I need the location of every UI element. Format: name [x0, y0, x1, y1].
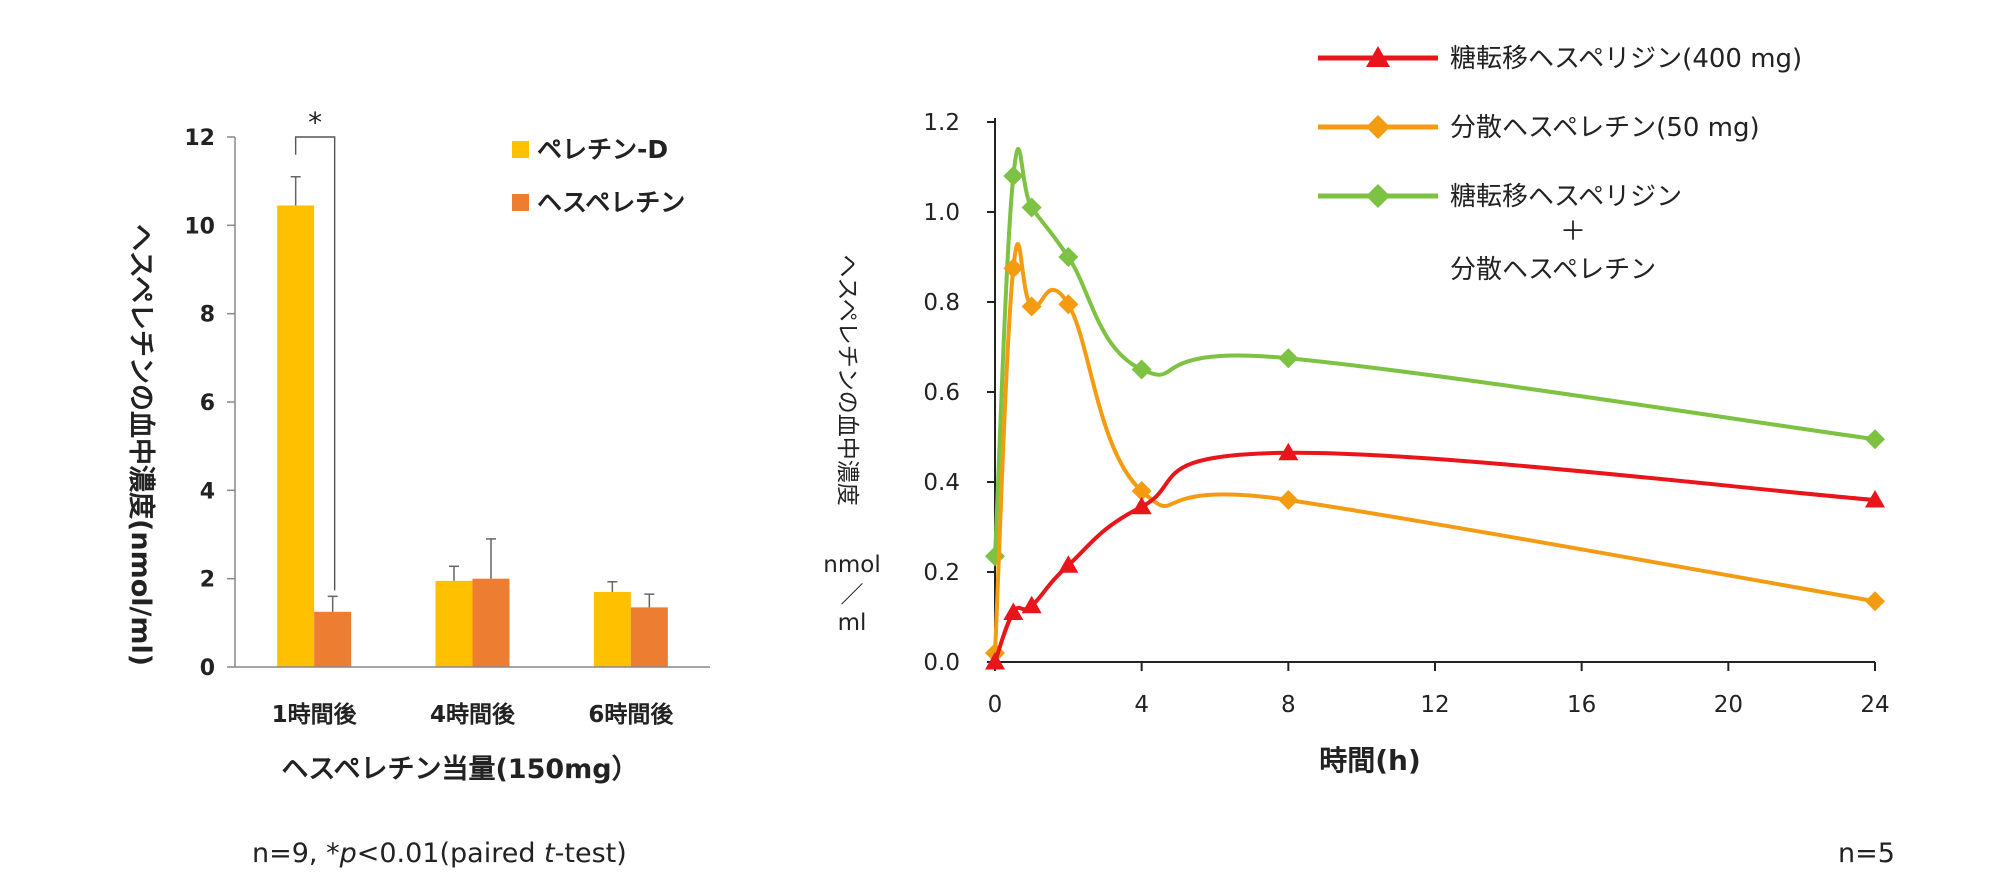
- footnote-p: p: [339, 838, 357, 869]
- line-y-tick-label: 0.2: [923, 560, 960, 586]
- diamond-marker: [1003, 258, 1024, 279]
- diamond-marker: [1021, 197, 1042, 218]
- line-y-tick-label: 1.2: [923, 110, 960, 136]
- triangle-marker: [1865, 490, 1885, 508]
- triangle-marker: [1003, 602, 1024, 620]
- diamond-marker: [1366, 115, 1390, 139]
- line-y-tick-label: 0.0: [923, 650, 960, 676]
- footnote-post: -test): [554, 838, 627, 869]
- bar: [630, 607, 668, 667]
- bar: [472, 578, 510, 667]
- bar: [593, 591, 631, 667]
- bar-y-tick-label: 10: [184, 214, 215, 239]
- triangle-marker: [985, 652, 1005, 670]
- unit-denominator: ml: [838, 610, 867, 636]
- legend-label: 分散ヘスペレチン: [1450, 255, 1656, 285]
- triangle-marker: [1058, 555, 1079, 573]
- series-line: [993, 146, 1876, 557]
- bar-chart-footnote: n=9, *p<0.01(paired t-test): [252, 838, 627, 869]
- series-line: [993, 450, 1876, 663]
- line-chart: 0.0 0.2 0.4 0.6 0.8 1.0 1.2 0 4 8 12 16 20 24 糖転移ヘスペリ…: [823, 44, 1889, 777]
- diamond-marker: [1131, 481, 1152, 501]
- bar: [435, 580, 473, 667]
- line-y-tick-label: 1.0: [923, 200, 960, 226]
- significance-line: [294, 136, 336, 591]
- line-series: [985, 146, 1885, 670]
- diamond-marker: [1021, 296, 1042, 317]
- line-x-tick-label: 0: [988, 692, 1003, 718]
- diamond-marker: [1131, 359, 1152, 380]
- series-line: [993, 242, 1876, 654]
- legend-label: 糖転移ヘスペリジン: [1450, 182, 1682, 212]
- footnote-mid: <0.01(paired: [356, 838, 545, 869]
- diamond-marker: [1865, 591, 1885, 612]
- line-axes: 0.0 0.2 0.4 0.6 0.8 1.0 1.2 0 4 8 12 16 20 24: [923, 110, 1889, 718]
- diamond-marker: [1058, 294, 1079, 315]
- bar-y-tick-label: 2: [200, 568, 215, 593]
- legend-swatch: [512, 141, 529, 158]
- diamond-marker: [1278, 348, 1299, 369]
- bar-legend: ペレチン-D ヘスペレチン: [512, 135, 685, 217]
- triangle-marker: [1366, 46, 1390, 67]
- significance-star: *: [308, 106, 322, 139]
- diamond-marker: [985, 546, 1005, 567]
- bar-y-tick-label: 6: [200, 391, 215, 416]
- line-x-tick-label: 12: [1420, 692, 1449, 718]
- triangle-marker: [1278, 442, 1299, 461]
- bar-x-axis: 1時間後 4時間後 6時間後: [235, 666, 710, 728]
- line-chart-footnote: n=5: [1838, 838, 1895, 869]
- bar-series: [277, 176, 668, 668]
- line-x-axis-title: 時間(h): [1319, 744, 1421, 777]
- bar-y-tick-label: 0: [200, 656, 215, 681]
- bar-y-tick-label: 12: [184, 126, 215, 151]
- footnote-pre: n=9, *: [252, 838, 340, 869]
- bar: [277, 205, 315, 668]
- line-x-tick-label: 4: [1134, 692, 1149, 718]
- bar-x-tick-label: 4時間後: [430, 701, 516, 728]
- triangle-marker: [1131, 496, 1152, 515]
- line-y-tick-label: 0.6: [923, 380, 960, 406]
- line-y-axis-unit: nmol ／ ml: [823, 552, 880, 636]
- bar-y-axis: 0 2 4 6 8 10 12: [184, 126, 236, 681]
- footnote-t: t: [544, 838, 555, 869]
- line-x-tick-label: 16: [1567, 692, 1596, 718]
- bar-y-tick-label: 4: [200, 479, 215, 504]
- line-x-tick-label: 20: [1714, 692, 1743, 718]
- bar-x-tick-label: 6時間後: [588, 701, 674, 728]
- legend-label: ヘスペレチン: [537, 188, 685, 217]
- legend-label: ペレチン-D: [537, 135, 668, 164]
- bar: [314, 611, 352, 667]
- diamond-marker: [1278, 490, 1299, 510]
- diamond-marker: [1366, 184, 1390, 208]
- line-y-tick-label: 0.4: [923, 470, 960, 496]
- line-y-tick-label: 0.8: [923, 290, 960, 316]
- diamond-marker: [1865, 429, 1885, 450]
- bar-chart: 0 2 4 6 8 10 12 1時間後 4時間後 6時間後 ペレチン-D ヘスペレチン * ヘス…: [125, 106, 710, 785]
- unit-slash: ／: [841, 582, 864, 608]
- legend-label: 糖転移ヘスペリジン(400 mg): [1450, 44, 1802, 74]
- line-x-tick-label: 8: [1281, 692, 1296, 718]
- bar-y-axis-title: ヘスペレチンの血中濃度(nmol/ml): [125, 224, 157, 666]
- bar-y-tick-label: 8: [200, 303, 215, 328]
- diamond-marker: [1003, 166, 1024, 186]
- bar-x-axis-title: ヘスペレチン当量(150mg）: [281, 754, 638, 785]
- bar-x-tick-label: 1時間後: [272, 701, 358, 728]
- line-x-tick-label: 24: [1860, 692, 1889, 718]
- triangle-marker: [1021, 595, 1042, 614]
- diamond-marker: [1058, 247, 1079, 267]
- significance-bracket: *: [294, 106, 336, 591]
- unit-numerator: nmol: [823, 552, 880, 578]
- legend-label: ＋: [1560, 217, 1586, 247]
- legend-swatch: [512, 194, 529, 211]
- line-legend: 糖転移ヘスペリジン(400 mg) 分散ヘスペレチン(50 mg) 糖転移ヘスペリジ…: [1318, 44, 1802, 285]
- legend-label: 分散ヘスペレチン(50 mg): [1450, 113, 1760, 143]
- line-y-axis-title: ヘスペレチンの血中濃度: [834, 254, 860, 505]
